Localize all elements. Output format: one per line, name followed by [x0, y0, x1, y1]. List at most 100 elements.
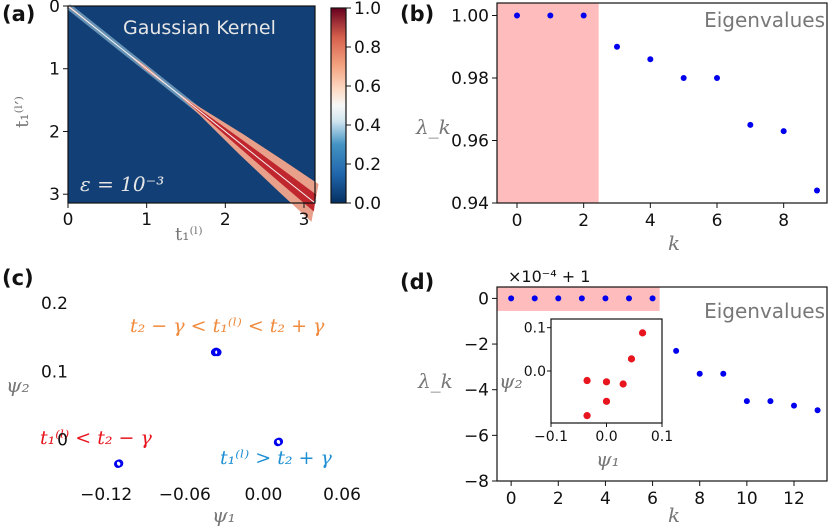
- inset-x-label: ψ₁: [596, 447, 620, 471]
- inset-x-tick-label: 0.0: [595, 429, 617, 445]
- panel-d: (d) ×10⁻⁴ + 1 Eigenvalues 0 2 4 6 8 10 12 0 −2 −…: [400, 267, 828, 527]
- inset-point: [627, 355, 636, 363]
- y-ticks: 1.00 0.98 0.96 0.94: [451, 7, 497, 214]
- kernel-diagonal: [67, 5, 316, 204]
- y-tick-label: −2: [464, 335, 489, 355]
- inset-point: [638, 329, 647, 337]
- x-tick-label: 0: [506, 489, 517, 509]
- embedding-point: [115, 459, 124, 468]
- eigenvalue-points: [514, 12, 820, 194]
- y-tick-label: 3: [49, 185, 60, 205]
- eigenvalue-point: [580, 12, 587, 19]
- eigenvalue-point: [514, 12, 520, 19]
- x-tick-label: 2: [220, 210, 231, 230]
- highlight-region: [497, 3, 599, 203]
- y-tick-label: 1: [49, 60, 60, 80]
- inset-points: [583, 329, 647, 420]
- y-tick-label: 0: [49, 0, 60, 17]
- colorbar-frame: [330, 7, 347, 204]
- x-tick-label: 4: [645, 211, 656, 231]
- inset-y-tick-label: 0.1: [524, 321, 546, 337]
- eigenvalue-point: [780, 128, 787, 135]
- eigenvalue-point: [714, 75, 720, 81]
- inset-y-label: ψ₂: [499, 369, 523, 393]
- panel-b-label: (b): [400, 2, 434, 26]
- x-tick-label: 8: [694, 489, 705, 509]
- colorbar-tick-label: 0.2: [354, 155, 381, 175]
- heatmap-x-ticks: 0 1 2 3: [63, 203, 309, 230]
- eigenvalue-point: [531, 295, 538, 302]
- x-axis-label: ψ₁: [212, 503, 236, 527]
- y-axis-label: λ_k: [415, 115, 451, 139]
- eigenvalue-point: [791, 402, 797, 409]
- inset-x-tick-label: −0.1: [534, 429, 568, 445]
- panel-c-label: (c): [2, 266, 34, 290]
- x-tick-label: 4: [600, 489, 611, 509]
- x-tick-label: 6: [712, 211, 723, 231]
- y-tick-label: 0: [478, 289, 489, 309]
- colorbar: [331, 8, 346, 203]
- eigenvalue-point: [602, 295, 609, 302]
- panel-a-label: (a): [2, 2, 35, 26]
- x-tick-label: 8: [778, 211, 789, 231]
- inset-point: [583, 376, 591, 385]
- eigenvalue-point: [814, 187, 820, 194]
- inset-point: [602, 397, 611, 405]
- embedding-point: [213, 348, 222, 357]
- y-tick-label: −8: [464, 472, 489, 492]
- colorbar-tick-label: 1.0: [354, 0, 381, 19]
- eigenvalue-point: [508, 295, 515, 302]
- x-tick-label: 1: [141, 210, 152, 230]
- x-ticks: 0 2 4 6 8 10 12: [506, 481, 805, 509]
- y-tick-label: 0.1: [41, 362, 68, 382]
- x-tick-label: 0.00: [244, 485, 282, 505]
- eigenvalue-point: [547, 12, 554, 19]
- panel-c: (c) t₂ − γ < t₁⁽ˡ⁾ < t₂ + γ t₁⁽ˡ⁾ < t₂ −…: [2, 266, 361, 527]
- plot-title: Eigenvalues: [704, 8, 825, 32]
- kernel-inner-band: [67, 5, 317, 212]
- colorbar-tick-label: 0.0: [354, 194, 381, 214]
- eigenvalue-point: [743, 398, 750, 405]
- offset-text: ×10⁻⁴ + 1: [508, 267, 590, 286]
- annotation-left: t₁⁽ˡ⁾ < t₂ − γ: [40, 427, 152, 449]
- x-tick-label: −0.12: [80, 485, 132, 505]
- heatmap-y-label: t₁⁽ˡ′⁾: [12, 96, 33, 128]
- inset-y-ticks: 0.1 0.0: [524, 321, 551, 380]
- x-tick-label: 2: [578, 211, 589, 231]
- x-tick-label: 0.06: [323, 485, 361, 505]
- plot-title: Eigenvalues: [704, 299, 825, 323]
- eigenvalue-point: [680, 75, 687, 81]
- y-tick-label: −4: [464, 381, 489, 401]
- eigenvalue-point: [578, 295, 585, 302]
- panel-b: (b) Eigenvalues 0 2 4 6 8 1.00 0.98 0.96 0.94 k…: [400, 2, 828, 255]
- epsilon-annotation: ε = 10⁻³: [80, 172, 164, 196]
- annotation-right: t₁⁽ˡ⁾ > t₂ + γ: [220, 447, 332, 469]
- y-tick-label: 0.98: [451, 69, 489, 89]
- eigenvalue-point: [555, 295, 562, 302]
- eigenvalue-point: [767, 398, 774, 405]
- y-axis-label: λ_k: [417, 369, 453, 393]
- x-axis-label: k: [668, 231, 680, 255]
- y-axis-label: ψ₂: [6, 373, 30, 397]
- x-axis-label: k: [668, 503, 680, 527]
- x-tick-label: 12: [783, 489, 805, 509]
- y-tick-label: −6: [464, 426, 489, 446]
- y-tick-label: 0.94: [451, 194, 489, 214]
- y-ticks: 0.2 0.1 0: [41, 294, 68, 450]
- eigenvalue-point: [647, 56, 654, 63]
- y-ticks: 0 −2 −4 −6 −8: [464, 289, 497, 492]
- inset-x-ticks: −0.1 0.0 0.1: [534, 423, 673, 445]
- panel-a: (a) Gaussian Kernel ε = 10⁻³ 0 1 2 3 0 1 2 3 t…: [2, 0, 381, 245]
- x-tick-label: 2: [553, 489, 564, 509]
- colorbar-tick-label: 0.6: [354, 77, 381, 97]
- title-box: [668, 294, 824, 326]
- plot-frame: [496, 2, 828, 204]
- eigenvalue-point: [626, 295, 632, 302]
- eigenvalue-point: [747, 121, 754, 128]
- eigenvalue-point: [696, 370, 703, 377]
- heatmap-frame: [67, 5, 316, 204]
- panel-d-label: (d): [400, 270, 434, 294]
- heatmap-diagonal-band: [66, 3, 319, 222]
- y-tick-label: 1.00: [451, 7, 489, 27]
- eigenvalue-point: [720, 370, 727, 377]
